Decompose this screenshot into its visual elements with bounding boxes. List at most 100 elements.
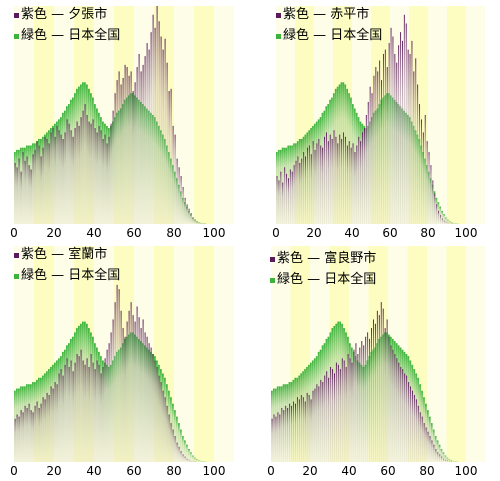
x-tick-label: 80 [166, 464, 181, 478]
bar-city [361, 341, 363, 462]
bar-city [16, 167, 18, 224]
bar-city [146, 336, 148, 462]
bar-city [60, 369, 62, 462]
age-band [194, 246, 214, 462]
legend-swatch [276, 13, 281, 18]
bar-city [116, 284, 118, 462]
bar-city [308, 145, 310, 224]
bar-city [365, 115, 367, 224]
bar-city [20, 410, 22, 462]
bar-city [293, 401, 295, 462]
bar-city [400, 366, 402, 462]
bar-city [441, 456, 443, 462]
bar-city [299, 162, 301, 224]
bar-city [62, 375, 64, 462]
bar-japan [192, 455, 194, 462]
bar-city [318, 386, 320, 462]
bar-city [176, 442, 178, 462]
bar-city [394, 53, 396, 225]
bar-japan [190, 452, 192, 462]
bar-city [56, 384, 58, 462]
chart-panel-akabira: 0 20 40 60 80 100 紫色 — 赤平市 緑色 — 日本全国 [250, 0, 500, 240]
bar-city [283, 410, 285, 462]
x-tick-label: 100 [455, 464, 478, 478]
bar-city [176, 158, 178, 224]
bar-city [22, 152, 24, 224]
bar-japan [188, 449, 190, 462]
bar-city [118, 71, 120, 225]
bar-city [289, 403, 291, 462]
bar-city [291, 171, 293, 224]
bar-city [400, 32, 402, 224]
population-pyramid-chart: 0 20 40 60 80 100 [272, 6, 485, 240]
bar-city [369, 86, 371, 224]
bar-city [302, 397, 304, 462]
chart-panel-furano: 0 20 40 60 80 100 紫色 — 富良野市 緑色 — 日本全国 [250, 240, 500, 480]
bar-japan [178, 423, 180, 462]
age-band [447, 6, 466, 224]
bar-city [447, 222, 449, 224]
bar-city [46, 392, 48, 462]
bar-city [273, 414, 275, 462]
bar-city [352, 143, 354, 224]
bar-city [122, 77, 124, 224]
bar-city [150, 347, 152, 462]
bar-city [68, 366, 70, 462]
bar-city [441, 218, 443, 224]
bar-japan [441, 210, 444, 224]
bar-city [271, 418, 273, 462]
bar-city [360, 141, 362, 224]
bar-city [304, 401, 306, 462]
bar-japan [450, 222, 453, 224]
bar-city [438, 210, 440, 224]
bar-city [36, 401, 38, 462]
bar-city [104, 358, 106, 462]
bar-city [345, 366, 347, 462]
bar-city [419, 104, 421, 224]
bar-city [286, 173, 288, 224]
bar-city [106, 349, 108, 462]
bar-city [422, 132, 424, 224]
bar-city [132, 315, 134, 462]
bar-city [358, 136, 360, 224]
bar-city [316, 384, 318, 462]
bar-city [386, 319, 388, 462]
bar-city [162, 49, 164, 224]
bar-japan [436, 440, 439, 462]
bar-city [26, 408, 28, 462]
bar-city [428, 152, 430, 224]
bar-japan [454, 223, 457, 224]
bar-japan [448, 459, 451, 462]
x-tick-label: 20 [302, 464, 317, 478]
bar-city [142, 64, 144, 224]
bar-city [306, 392, 308, 462]
bar-city [413, 71, 415, 225]
age-band [194, 6, 214, 224]
population-pyramid-chart: 0 20 40 60 80 100 [10, 6, 234, 240]
bar-city [188, 459, 190, 462]
bar-city [324, 375, 326, 462]
bar-city [371, 93, 373, 224]
legend-item: 紫色 — 夕張市 [14, 4, 120, 25]
legend-item: 紫色 — 赤平市 [276, 4, 382, 25]
chart-panel-muroran: 0 20 40 60 80 100 紫色 — 室蘭市 緑色 — 日本全国 [0, 240, 250, 480]
bar-city [354, 152, 356, 224]
x-tick-label: 80 [166, 226, 181, 240]
bar-city [78, 125, 80, 224]
bar-city [405, 23, 407, 224]
bar-city [192, 461, 194, 462]
bar-city [347, 354, 349, 462]
bar-city [86, 115, 88, 224]
x-tick-label: 40 [341, 464, 356, 478]
x-tick-label: 20 [306, 226, 321, 240]
bar-city [40, 156, 42, 224]
bar-city [333, 130, 335, 224]
bar-city [439, 215, 441, 224]
bar-city [410, 386, 412, 462]
bar-city [138, 317, 140, 462]
legend-label: 緑色 — 日本全国 [21, 268, 121, 283]
bar-city [144, 56, 146, 224]
bar-city [88, 121, 90, 224]
bar-japan [200, 460, 202, 462]
bar-city [432, 180, 434, 224]
